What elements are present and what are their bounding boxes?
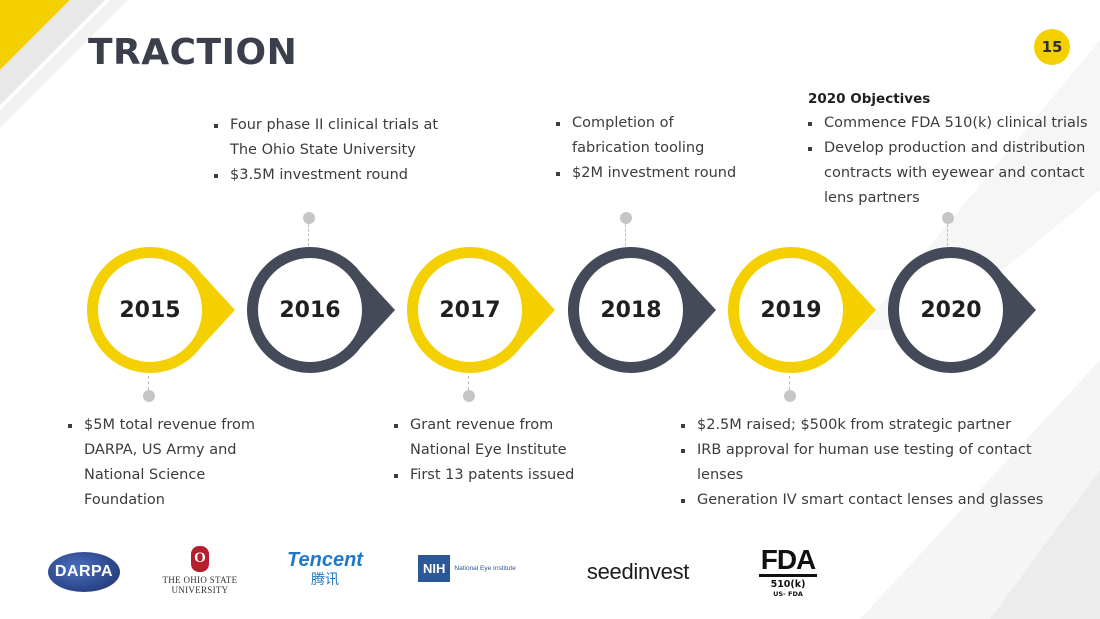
- ohio-state-mark: O: [191, 545, 209, 572]
- connector-dot: [784, 390, 796, 402]
- ring-dark: [888, 247, 1036, 373]
- note-2020: 2020 Objectives Commence FDA 510(k) clin…: [808, 89, 1093, 211]
- ohio-state-line2: UNIVERSITY: [171, 584, 229, 595]
- partner-logos: DARPA O THE OHIO STATE UNIVERSITY Tencen…: [0, 535, 1100, 605]
- note-2019: $2.5M raised; $500k from strategic partn…: [681, 413, 1081, 513]
- us-fda-label: US- FDA: [773, 590, 803, 598]
- fda-510k-label: 510(k): [770, 579, 806, 590]
- connector-2017: [463, 376, 475, 402]
- note-item: First 13 patents issued: [394, 463, 584, 488]
- note-2015: $5M total revenue from DARPA, US Army an…: [68, 413, 268, 513]
- slide-title: TRACTION: [88, 32, 298, 73]
- nih-nei-logo: NIH National Eye Institute: [418, 553, 538, 583]
- note-2016: Four phase II clinical trials at The Ohi…: [214, 113, 444, 188]
- objectives-heading: 2020 Objectives: [808, 91, 931, 107]
- timeline-marker-2020: 2020: [886, 245, 1036, 395]
- note-item: Completion of fabrication tooling: [556, 111, 756, 161]
- connector-dot: [463, 390, 475, 402]
- note-item: IRB approval for human use testing of co…: [681, 438, 1081, 488]
- connector-line: [789, 376, 790, 390]
- ring-dark: [247, 247, 395, 373]
- ohio-state-line1: THE OHIO STATE: [162, 574, 238, 585]
- connector-line: [148, 376, 149, 390]
- tencent-wordmark: Tencent: [287, 549, 363, 571]
- year-label-2015: 2015: [119, 297, 181, 323]
- timeline-marker-2019: 2019: [726, 245, 876, 395]
- year-label-2018: 2018: [600, 297, 662, 323]
- connector-2020: [942, 212, 954, 246]
- note-item: Commence FDA 510(k) clinical trials: [808, 111, 1093, 136]
- timeline-marker-2015: 2015: [85, 245, 235, 395]
- note-item: $2.5M raised; $500k from strategic partn…: [681, 413, 1081, 438]
- fda-510k-logo: FDA 510(k) US- FDA: [752, 543, 824, 601]
- ohio-state-name: THE OHIO STATE UNIVERSITY: [163, 575, 238, 595]
- ring-yellow: [87, 247, 235, 373]
- connector-line: [625, 224, 626, 246]
- note-2017: Grant revenue from National Eye Institut…: [394, 413, 584, 488]
- connector-dot: [620, 212, 632, 224]
- ring-yellow: [407, 247, 555, 373]
- connector-line: [468, 376, 469, 390]
- timeline-marker-2018: 2018: [566, 245, 716, 395]
- tencent-chinese-wordmark: 腾讯: [311, 572, 339, 588]
- note-2018: Completion of fabrication tooling $2M in…: [556, 111, 756, 186]
- connector-dot: [143, 390, 155, 402]
- timeline-marker-2017: 2017: [405, 245, 555, 395]
- connector-line: [947, 224, 948, 246]
- note-item: $3.5M investment round: [214, 163, 444, 188]
- darpa-logo: DARPA: [48, 552, 120, 592]
- connector-2018: [620, 212, 632, 246]
- ring-dark: [568, 247, 716, 373]
- ohio-state-logo: O THE OHIO STATE UNIVERSITY: [158, 540, 242, 600]
- year-label-2016: 2016: [279, 297, 341, 323]
- connector-dot: [303, 212, 315, 224]
- year-label-2017: 2017: [439, 297, 501, 323]
- timeline-marker-2016: 2016: [245, 245, 395, 395]
- connector-2019: [784, 376, 796, 402]
- note-item: Grant revenue from National Eye Institut…: [394, 413, 584, 463]
- seedinvest-logo: seedinvest: [586, 559, 690, 584]
- year-label-2020: 2020: [920, 297, 982, 323]
- note-item: Develop production and distribution cont…: [808, 136, 1093, 211]
- connector-line: [308, 224, 309, 246]
- year-label-2019: 2019: [760, 297, 822, 323]
- note-item: $2M investment round: [556, 161, 756, 186]
- note-item: $5M total revenue from DARPA, US Army an…: [68, 413, 268, 513]
- ring-yellow: [728, 247, 876, 373]
- nih-mark: NIH: [418, 554, 451, 582]
- connector-dot: [942, 212, 954, 224]
- note-item: Generation IV smart contact lenses and g…: [681, 488, 1081, 513]
- note-item: Four phase II clinical trials at The Ohi…: [214, 113, 444, 163]
- connector-2016: [303, 212, 315, 246]
- tencent-logo: Tencent 腾讯: [280, 547, 370, 591]
- nei-label: National Eye Institute: [454, 564, 516, 572]
- fda-mark: FDA: [758, 544, 818, 577]
- connector-2015: [143, 376, 155, 402]
- page-number-badge: 15: [1034, 29, 1070, 65]
